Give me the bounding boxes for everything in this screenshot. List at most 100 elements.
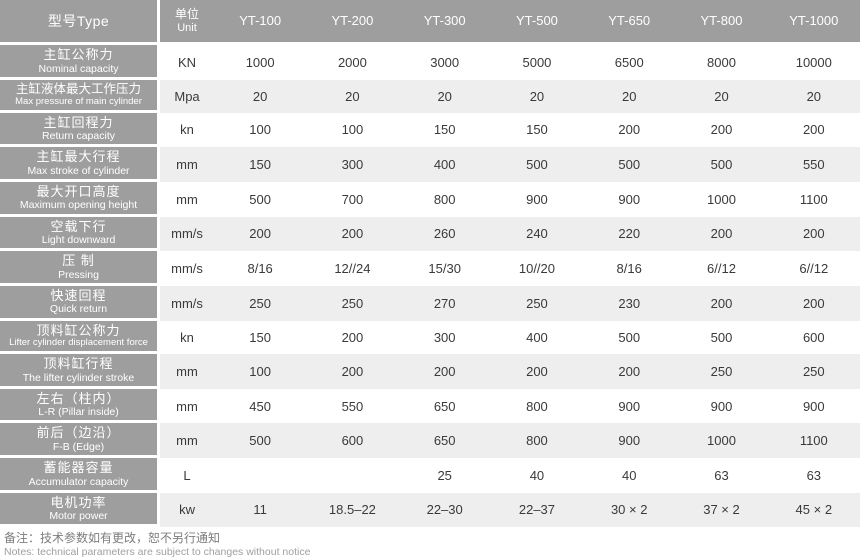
row-unit: kw	[160, 492, 215, 528]
cell-value: 400	[490, 320, 584, 355]
cell-value: 200	[583, 112, 676, 148]
cell-value: 650	[398, 388, 491, 424]
cell-value: 800	[490, 388, 584, 424]
cell-value: 900	[583, 423, 676, 458]
row-unit: mm	[160, 147, 215, 182]
cell-value: 100	[214, 354, 307, 389]
cell-value: 900	[675, 388, 768, 424]
cell-value: 100	[214, 112, 307, 148]
header-unit-en: Unit	[177, 21, 197, 34]
row-label-en: F-B (Edge)	[52, 440, 105, 453]
table-row: 最大开口高度 Maximum opening height mm 500 700…	[0, 181, 860, 217]
cell-value: 500	[675, 147, 768, 182]
row-label-cn: 压 制	[62, 253, 95, 269]
cell-value: 200	[767, 112, 860, 148]
cell-value: 6//12	[767, 251, 860, 286]
cell-value: 200	[306, 216, 399, 252]
header-model-label: YT-300	[423, 13, 466, 28]
header-model-label: YT-200	[331, 13, 374, 28]
cell-value: 6500	[583, 45, 676, 80]
row-label-cn: 最大开口高度	[36, 183, 121, 199]
cell-value: 220	[583, 216, 676, 252]
row-label-lifter-force: 顶料缸公称力 Lifter cylinder displacement forc…	[0, 320, 161, 355]
footnote-en: Notes: technical parameters are subject …	[4, 546, 311, 559]
header-model-label: YT-500	[515, 13, 558, 28]
row-label-front-back: 前后（边沿） F-B (Edge)	[0, 423, 161, 458]
row-label-motor-power: 电机功率 Motor power	[0, 492, 161, 528]
row-label-accumulator: 蓄能器容量 Accumulator capacity	[0, 458, 161, 493]
table-row: 蓄能器容量 Accumulator capacity L 25 40 40 63…	[0, 458, 860, 493]
row-unit: kn	[160, 320, 215, 355]
cell-value: 550	[767, 147, 860, 182]
cell-value: 20	[398, 79, 491, 113]
cell-value: 230	[583, 285, 676, 321]
table-row: 快速回程 Quick return mm/s 250 250 270 250 2…	[0, 285, 860, 321]
header-unit-cn: 单位	[175, 6, 200, 21]
cell-value: 100	[306, 112, 399, 148]
header-type-cn: 型号	[47, 13, 77, 29]
cell-value: 12//24	[306, 251, 399, 286]
cell-value: 200	[306, 354, 399, 389]
cell-value: 10//20	[490, 251, 584, 286]
header-model-label: YT-1000	[789, 13, 839, 28]
row-label-lifter-stroke: 顶料缸行程 The lifter cylinder stroke	[0, 354, 161, 389]
cell-value: 15/30	[398, 251, 491, 286]
row-unit: mm	[160, 354, 215, 389]
cell-value: 900	[767, 388, 860, 424]
cell-value: 150	[490, 112, 584, 148]
row-label-en: Maximum opening height	[19, 199, 138, 212]
cell-value: 600	[306, 423, 399, 458]
row-label-quick-return: 快速回程 Quick return	[0, 285, 161, 321]
cell-value: 1100	[767, 423, 860, 458]
row-label-left-right: 左右（柱内） L-R (Pillar inside)	[0, 388, 161, 424]
row-label-cn: 主缸回程力	[43, 114, 114, 130]
table-row: 空载下行 Light downward mm/s 200 200 260 240…	[0, 216, 860, 252]
row-label-en: Quick return	[49, 303, 108, 316]
row-label-cn: 顶料缸行程	[43, 356, 114, 372]
cell-value: 2000	[306, 45, 399, 80]
row-unit: mm/s	[160, 216, 215, 252]
row-unit: L	[160, 458, 215, 493]
header-model-yt500: YT-500	[490, 0, 584, 45]
row-label-en: Light downward	[41, 234, 116, 247]
cell-value: 250	[675, 354, 768, 389]
table-body: 主缸公称力 Nominal capacity KN 1000 2000 3000…	[0, 45, 860, 528]
cell-value: 250	[767, 354, 860, 389]
cell-value: 500	[214, 181, 307, 217]
row-label-en: Nominal capacity	[38, 62, 119, 75]
header-model-label: YT-100	[239, 13, 282, 28]
table-footnote: 备注：技术参数如有更改，恕不另行通知 Notes: technical para…	[0, 527, 860, 559]
row-unit: kn	[160, 112, 215, 148]
cell-value: 250	[306, 285, 399, 321]
cell-value: 250	[490, 285, 584, 321]
row-label-en: L-R (Pillar inside)	[38, 406, 119, 419]
cell-value: 63	[767, 458, 860, 493]
cell-value: 500	[675, 320, 768, 355]
table-row: 电机功率 Motor power kw 11 18.5–22 22–30 22–…	[0, 492, 860, 528]
cell-value	[306, 458, 399, 493]
cell-value: 150	[398, 112, 491, 148]
cell-value: 250	[214, 285, 307, 321]
cell-value: 800	[490, 423, 584, 458]
cell-value: 150	[214, 147, 307, 182]
table-header: 型号Type 单位 Unit YT-100 YT-200 YT-300 YT-5…	[0, 0, 860, 45]
cell-value: 6//12	[675, 251, 768, 286]
row-label-cn: 主缸公称力	[43, 47, 114, 62]
cell-value: 200	[214, 216, 307, 252]
row-label-cn: 主缸最大行程	[36, 149, 121, 165]
cell-value: 1000	[675, 423, 768, 458]
header-model-label: YT-800	[700, 13, 743, 28]
row-unit: Mpa	[160, 79, 215, 113]
row-label-en: The lifter cylinder stroke	[22, 371, 135, 384]
cell-value: 500	[583, 320, 676, 355]
header-unit-cell: 单位 Unit	[160, 0, 215, 45]
header-model-yt200: YT-200	[306, 0, 399, 45]
row-label-cn: 顶料缸公称力	[36, 322, 121, 338]
cell-value: 900	[583, 388, 676, 424]
cell-value: 500	[214, 423, 307, 458]
cell-value: 200	[675, 112, 768, 148]
header-model-yt800: YT-800	[675, 0, 768, 45]
header-type-cell: 型号Type	[0, 0, 161, 45]
row-label-en: Max pressure of main cylinder	[15, 95, 142, 107]
cell-value: 20	[214, 79, 307, 113]
